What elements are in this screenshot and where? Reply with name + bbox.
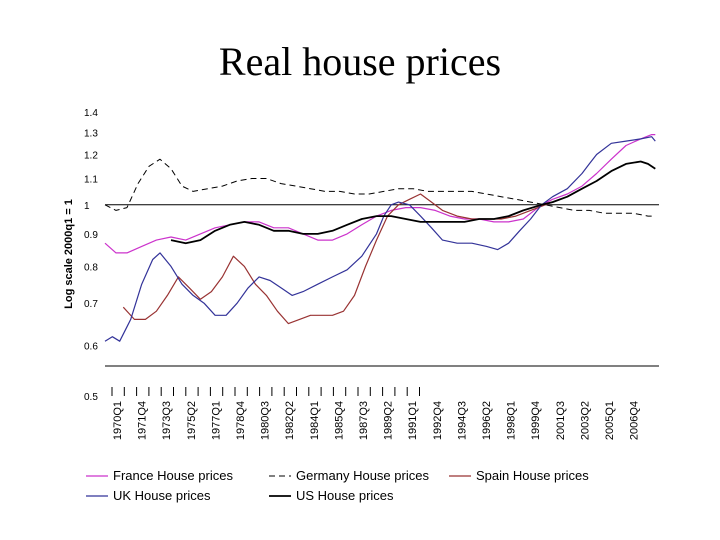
legend-label: US House prices: [296, 488, 394, 503]
legend-label: Germany House prices: [296, 468, 429, 483]
x-tick-label: 1998Q1: [506, 401, 518, 440]
y-tick-label: 1.1: [84, 175, 98, 186]
x-tick-label: 1973Q3: [161, 401, 173, 440]
y-tick-label: 1: [84, 201, 90, 212]
x-tick-label: 1971Q4: [137, 401, 149, 440]
x-tick-label: 1989Q2: [383, 401, 395, 440]
y-tick-label: 1.2: [84, 151, 98, 162]
series-line-us-house-prices: [170, 160, 656, 245]
x-tick-label: 1994Q3: [456, 401, 468, 440]
x-tick-label: 1987Q3: [358, 401, 370, 440]
y-tick-label: 1.4: [84, 108, 98, 119]
x-tick-label: 1980Q3: [260, 401, 272, 440]
legend-label: Spain House prices: [476, 468, 589, 483]
x-tick-label: 1984Q1: [309, 401, 321, 440]
series-line-uk-house-prices: [104, 136, 656, 342]
x-tick-label: 1978Q4: [235, 401, 247, 440]
legend-label: UK House prices: [113, 488, 211, 503]
plot-area: [104, 134, 656, 342]
x-tick-label: 1975Q2: [186, 401, 198, 440]
x-tick-label: 2003Q2: [579, 401, 591, 440]
y-tick-label: 0.7: [84, 299, 98, 310]
y-tick-label: 0.6: [84, 342, 98, 353]
y-tick-label: 0.5: [84, 392, 98, 403]
x-tick-label: 1982Q2: [284, 401, 296, 440]
x-axis: 1970Q1 1971Q4 1973Q3 1975Q2 1977Q1 1978Q4 1980…: [105, 365, 659, 440]
x-tick-label: 1992Q4: [432, 401, 444, 440]
x-tick-label: 1999Q4: [530, 401, 542, 440]
x-tick-label: 2005Q1: [604, 401, 616, 440]
x-tick-label: 2001Q3: [555, 401, 567, 440]
legend: France House prices Germany House prices S…: [86, 468, 589, 503]
x-tick-label: 1977Q1: [210, 401, 222, 440]
y-axis-ticks: 1.4 1.3 1.2 1.1 1 0.9 0.8 0.7 0.6 0.5: [84, 108, 98, 403]
page-title: Real house prices: [218, 39, 502, 84]
legend-label: France House prices: [113, 468, 233, 483]
y-tick-label: 1.3: [84, 128, 98, 139]
y-tick-label: 0.9: [84, 230, 98, 241]
y-tick-label: 0.8: [84, 262, 98, 273]
series-line-spain-house-prices: [122, 193, 561, 325]
series-line-germany-house-prices: [104, 158, 656, 217]
y-axis-title: Log scale 2000q1 = 1: [63, 199, 75, 309]
x-tick-label: 2006Q4: [629, 401, 641, 440]
x-tick-label: 1996Q2: [481, 401, 493, 440]
x-tick-label: 1991Q1: [407, 401, 419, 440]
x-tick-label: 1985Q4: [333, 401, 345, 440]
series-line-france-house-prices: [104, 134, 656, 254]
x-tick-label: 1970Q1: [112, 401, 124, 440]
y-axis-label: Log scale 2000q1 = 1: [63, 199, 75, 309]
